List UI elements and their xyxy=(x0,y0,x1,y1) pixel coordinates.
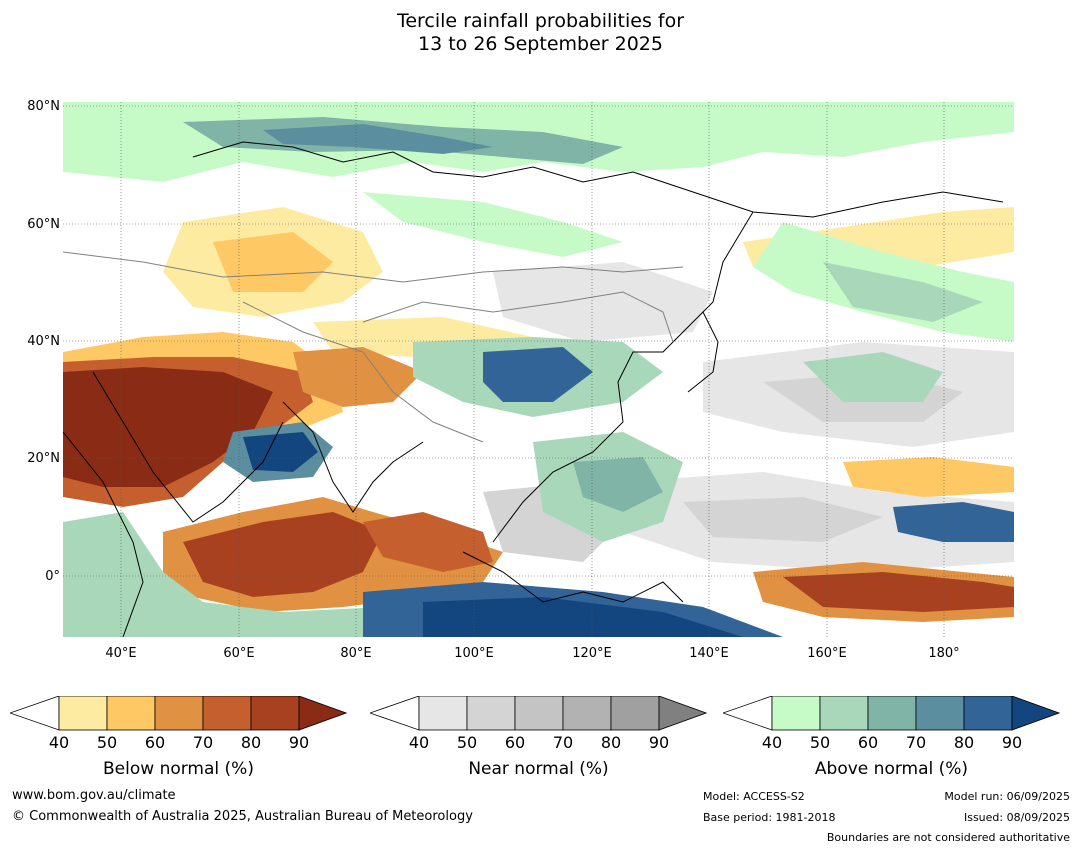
colorbar-below-seg-5 xyxy=(251,696,299,730)
lon-label-140e: 140°E xyxy=(679,646,739,661)
title-line-1: Tercile rainfall probabilities for xyxy=(0,10,1081,33)
tick-above-70: 70 xyxy=(901,733,931,752)
lon-label-120e: 120°E xyxy=(562,646,622,661)
model-text: Model: ACCESS-S2 xyxy=(703,790,805,803)
boundaries-disclaimer: Boundaries are not considered authoritat… xyxy=(827,831,1070,844)
colorbar-above-normal xyxy=(723,696,1060,732)
lon-label-40e: 40°E xyxy=(91,646,151,661)
caption-above-normal: Above normal (%) xyxy=(723,759,1060,779)
legend-below-normal: 40 50 60 70 80 90 Below normal (%) xyxy=(10,696,347,786)
colorbar-below-normal xyxy=(10,696,347,732)
colorbar-near-seg-5 xyxy=(611,696,659,730)
lon-label-180: 180° xyxy=(914,646,974,661)
lon-label-160e: 160°E xyxy=(797,646,857,661)
tick-above-50: 50 xyxy=(805,733,835,752)
colorbar-near-seg-0 xyxy=(370,696,419,730)
colorbar-below-seg-2 xyxy=(107,696,155,730)
lon-label-80e: 80°E xyxy=(326,646,386,661)
base-period-text: Base period: 1981-2018 xyxy=(703,811,835,824)
lat-label-60n: 60°N xyxy=(0,217,60,232)
lat-label-40n: 40°N xyxy=(0,334,60,349)
lon-label-100e: 100°E xyxy=(444,646,504,661)
title-line-2: 13 to 26 September 2025 xyxy=(0,33,1081,56)
tick-below-50: 50 xyxy=(92,733,122,752)
colorbar-near-seg-4 xyxy=(563,696,611,730)
colorbar-near-seg-2 xyxy=(467,696,515,730)
colorbar-above-seg-3 xyxy=(868,696,916,730)
colorbar-above-seg-4 xyxy=(916,696,964,730)
tick-below-80: 80 xyxy=(236,733,266,752)
colorbar-near-normal xyxy=(370,696,707,732)
colorbar-above-seg-0 xyxy=(723,696,772,730)
colorbar-above-seg-5 xyxy=(964,696,1012,730)
tick-near-60: 60 xyxy=(500,733,530,752)
colorbar-near-seg-3 xyxy=(515,696,563,730)
probability-map xyxy=(63,102,1014,637)
model-run-text: Model run: 06/09/2025 xyxy=(944,790,1070,803)
tick-below-90: 90 xyxy=(284,733,314,752)
colorbar-above-seg-6 xyxy=(1012,696,1059,730)
colorbar-below-seg-6 xyxy=(299,696,346,730)
lat-label-0: 0° xyxy=(0,569,60,584)
tick-above-60: 60 xyxy=(853,733,883,752)
colorbar-below-seg-0 xyxy=(10,696,59,730)
colorbar-above-seg-2 xyxy=(820,696,868,730)
tick-below-60: 60 xyxy=(140,733,170,752)
lat-label-20n: 20°N xyxy=(0,451,60,466)
tick-near-90: 90 xyxy=(644,733,674,752)
tick-near-80: 80 xyxy=(596,733,626,752)
legend-near-normal: 40 50 60 70 80 90 Near normal (%) xyxy=(370,696,707,786)
tick-below-40: 40 xyxy=(44,733,74,752)
issued-text: Issued: 08/09/2025 xyxy=(964,811,1070,824)
colorbar-below-seg-4 xyxy=(203,696,251,730)
website-link[interactable]: www.bom.gov.au/climate xyxy=(12,788,176,803)
colorbar-near-seg-1 xyxy=(419,696,467,730)
tick-near-40: 40 xyxy=(404,733,434,752)
map-title: Tercile rainfall probabilities for 13 to… xyxy=(0,10,1081,56)
colorbar-near-seg-6 xyxy=(659,696,706,730)
lon-label-60e: 60°E xyxy=(209,646,269,661)
tick-near-50: 50 xyxy=(452,733,482,752)
caption-below-normal: Below normal (%) xyxy=(10,759,347,779)
caption-near-normal: Near normal (%) xyxy=(370,759,707,779)
colorbar-below-seg-1 xyxy=(59,696,107,730)
tick-above-40: 40 xyxy=(757,733,787,752)
tick-above-80: 80 xyxy=(949,733,979,752)
map-canvas xyxy=(63,102,1014,637)
legend-above-normal: 40 50 60 70 80 90 Above normal (%) xyxy=(723,696,1060,786)
tick-below-70: 70 xyxy=(188,733,218,752)
colorbar-below-seg-3 xyxy=(155,696,203,730)
lat-label-80n: 80°N xyxy=(0,99,60,114)
tick-near-70: 70 xyxy=(548,733,578,752)
tick-above-90: 90 xyxy=(997,733,1027,752)
colorbar-above-seg-1 xyxy=(772,696,820,730)
copyright-text: © Commonwealth of Australia 2025, Austra… xyxy=(12,809,473,824)
